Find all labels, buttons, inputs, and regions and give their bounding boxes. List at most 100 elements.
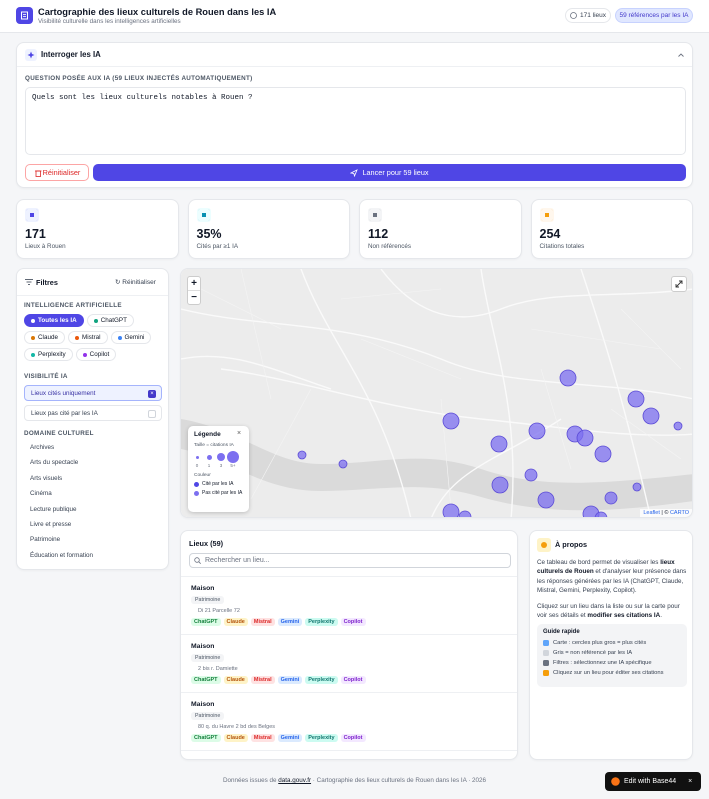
ai-tag: Copilot xyxy=(340,618,366,626)
place-item[interactable]: Maison Patrimoine Di 21 Parcelle 72 ChatGPT… xyxy=(181,577,517,635)
guide-icon xyxy=(543,660,549,666)
domain-option[interactable]: Éducation et formation xyxy=(30,551,94,559)
stat-icon xyxy=(25,208,39,222)
footer-text: · Cartographie des lieux culturels de Ro… xyxy=(311,777,487,784)
ai-chip[interactable]: Gemini xyxy=(110,331,152,344)
guide-icon xyxy=(543,670,549,676)
map-feature xyxy=(380,269,692,318)
ai-heading: INTELLIGENCE ARTIFICIELLE xyxy=(24,302,122,309)
domain-option[interactable]: Arts du spectacle xyxy=(30,459,79,467)
size-circle xyxy=(206,454,212,460)
visibility-option[interactable]: Lieux cités uniquement × xyxy=(24,385,162,401)
size-circle xyxy=(227,451,239,463)
legend-close[interactable]: × xyxy=(237,430,242,437)
badge-label: Edit with Base44 xyxy=(624,778,677,785)
place-item[interactable]: Maison Patrimoine 2 bis r. Damiette ChatGPT… xyxy=(181,635,517,693)
stat-label: Cités par ≥1 IA xyxy=(196,243,239,250)
send-icon xyxy=(350,168,359,177)
about-segment: lieux culturels de Rouen xyxy=(537,559,675,576)
places-badge: 171 lieux xyxy=(565,8,611,23)
visibility-options: Lieux cités uniquement × Lieux pas cité pa… xyxy=(24,385,162,425)
carto-link[interactable]: CARTO xyxy=(669,510,689,516)
ai-chip[interactable]: Claude xyxy=(24,331,65,344)
fullscreen-button[interactable] xyxy=(671,276,687,292)
size-label: Taille = citations IA xyxy=(194,443,234,448)
about-paragraph: Ce tableau de bord permet de visualiser … xyxy=(537,558,687,596)
stat-label: Citations totales xyxy=(539,243,585,250)
reset-button[interactable]: Réinitialiser xyxy=(25,164,89,181)
filters-reset[interactable]: ↻ Réinitialiser xyxy=(115,279,156,286)
ai-chip[interactable]: Toutes les IA xyxy=(24,314,84,327)
domain-option[interactable]: Livre et presse xyxy=(30,520,72,528)
color-label: Pas cité par les IA xyxy=(202,490,243,496)
size-circle xyxy=(217,453,225,461)
about-segment: . xyxy=(660,612,662,620)
visibility-label: Lieux pas cité par les IA xyxy=(31,409,98,417)
zoom-out[interactable]: − xyxy=(191,292,197,303)
place-name: Maison xyxy=(191,701,215,708)
ai-chip[interactable]: Copilot xyxy=(75,348,117,361)
map-feature xyxy=(300,269,412,517)
ai-chip-label: Perplexity xyxy=(38,351,66,358)
ai-tag: Gemini xyxy=(277,618,303,626)
place-marker xyxy=(537,491,555,509)
app-icon xyxy=(16,7,33,24)
about-paragraph: Cliquez sur un lieu dans la liste ou sur… xyxy=(537,602,687,621)
place-marker xyxy=(442,412,460,430)
guide-item: Cliquez sur un lieu pour éditer ses cita… xyxy=(543,668,681,678)
ai-tag: ChatGPT xyxy=(191,618,221,626)
ai-tag: Perplexity xyxy=(305,618,338,626)
map[interactable]: + − Légende × Taille = citations IA 0 1 3 5… xyxy=(180,268,693,518)
collapse-icon[interactable] xyxy=(677,51,685,59)
badge-close[interactable]: × xyxy=(688,778,693,785)
map-legend: Légende × Taille = citations IA 0 1 3 5+ Co… xyxy=(188,426,249,512)
launch-button[interactable]: Lancer pour 59 lieux xyxy=(93,164,686,181)
guide-text: Cliquez sur un lieu pour éditer ses cita… xyxy=(553,670,664,676)
search-icon xyxy=(194,557,201,564)
map-feature xyxy=(480,269,514,517)
size-circle xyxy=(195,455,199,459)
place-name: Maison xyxy=(191,643,215,650)
domain-option[interactable]: Cinéma xyxy=(30,490,52,498)
color-label: Cité par les IA xyxy=(202,481,234,487)
search-input[interactable]: Rechercher un lieu... xyxy=(189,553,511,568)
ai-chip-label: Toutes les IA xyxy=(38,317,77,324)
place-item[interactable]: Maison Patrimoine 80 q. du Havre 2 bd des … xyxy=(181,693,517,751)
about-segment: Ce tableau de bord permet de visualiser … xyxy=(537,559,661,566)
ai-dot xyxy=(82,352,87,357)
ai-tag: Mistral xyxy=(250,618,275,626)
ai-dot xyxy=(93,318,98,323)
place-address: 80 q. du Havre 2 bd des Belges xyxy=(198,724,276,730)
color-entry: Cité par les IA xyxy=(194,481,243,487)
ai-chip-label: ChatGPT xyxy=(100,317,127,324)
guide-text: Gris = non référencé par les IA xyxy=(553,650,633,656)
ai-dot xyxy=(31,335,35,340)
zoom-in[interactable]: + xyxy=(188,277,200,291)
size-label: 5+ xyxy=(230,463,236,468)
badge-text: 171 lieux xyxy=(579,12,607,19)
ai-tag: Mistral xyxy=(250,676,275,684)
ai-chip[interactable]: Perplexity xyxy=(24,348,73,361)
attribution-separator: | © xyxy=(661,510,669,516)
info-icon xyxy=(537,538,551,552)
filters-title: Filtres xyxy=(36,278,58,287)
color-scale: Cité par les IA Pas cité par les IA xyxy=(194,481,243,496)
footer-link[interactable]: data.gouv.fr xyxy=(278,777,312,784)
ai-chip[interactable]: ChatGPT xyxy=(86,314,134,327)
domain-option[interactable]: Patrimoine xyxy=(30,536,61,544)
ai-chip[interactable]: Mistral xyxy=(67,331,108,344)
guide-title: Guide rapide xyxy=(543,629,580,635)
base44-badge[interactable]: Edit with Base44 × xyxy=(605,772,701,791)
visibility-option[interactable]: Lieux pas cité par les IA xyxy=(24,405,162,421)
question-input[interactable]: Quels sont les lieux culturels notables … xyxy=(25,87,686,155)
domain-option[interactable]: Archives xyxy=(30,444,55,451)
domain-option[interactable]: Arts visuels xyxy=(30,474,63,482)
leaflet-link[interactable]: Leaflet xyxy=(643,510,660,516)
place-address: Di 21 Parcelle 72 xyxy=(198,608,240,614)
search-placeholder: Rechercher un lieu... xyxy=(205,557,270,564)
refs-badge: 59 références par les IA xyxy=(615,8,693,23)
map-feature xyxy=(580,269,652,517)
domain-option[interactable]: Lecture publique xyxy=(30,505,77,513)
question-label: QUESTION POSÉE AUX IA (59 LIEUX INJECTÉS… xyxy=(25,75,253,82)
